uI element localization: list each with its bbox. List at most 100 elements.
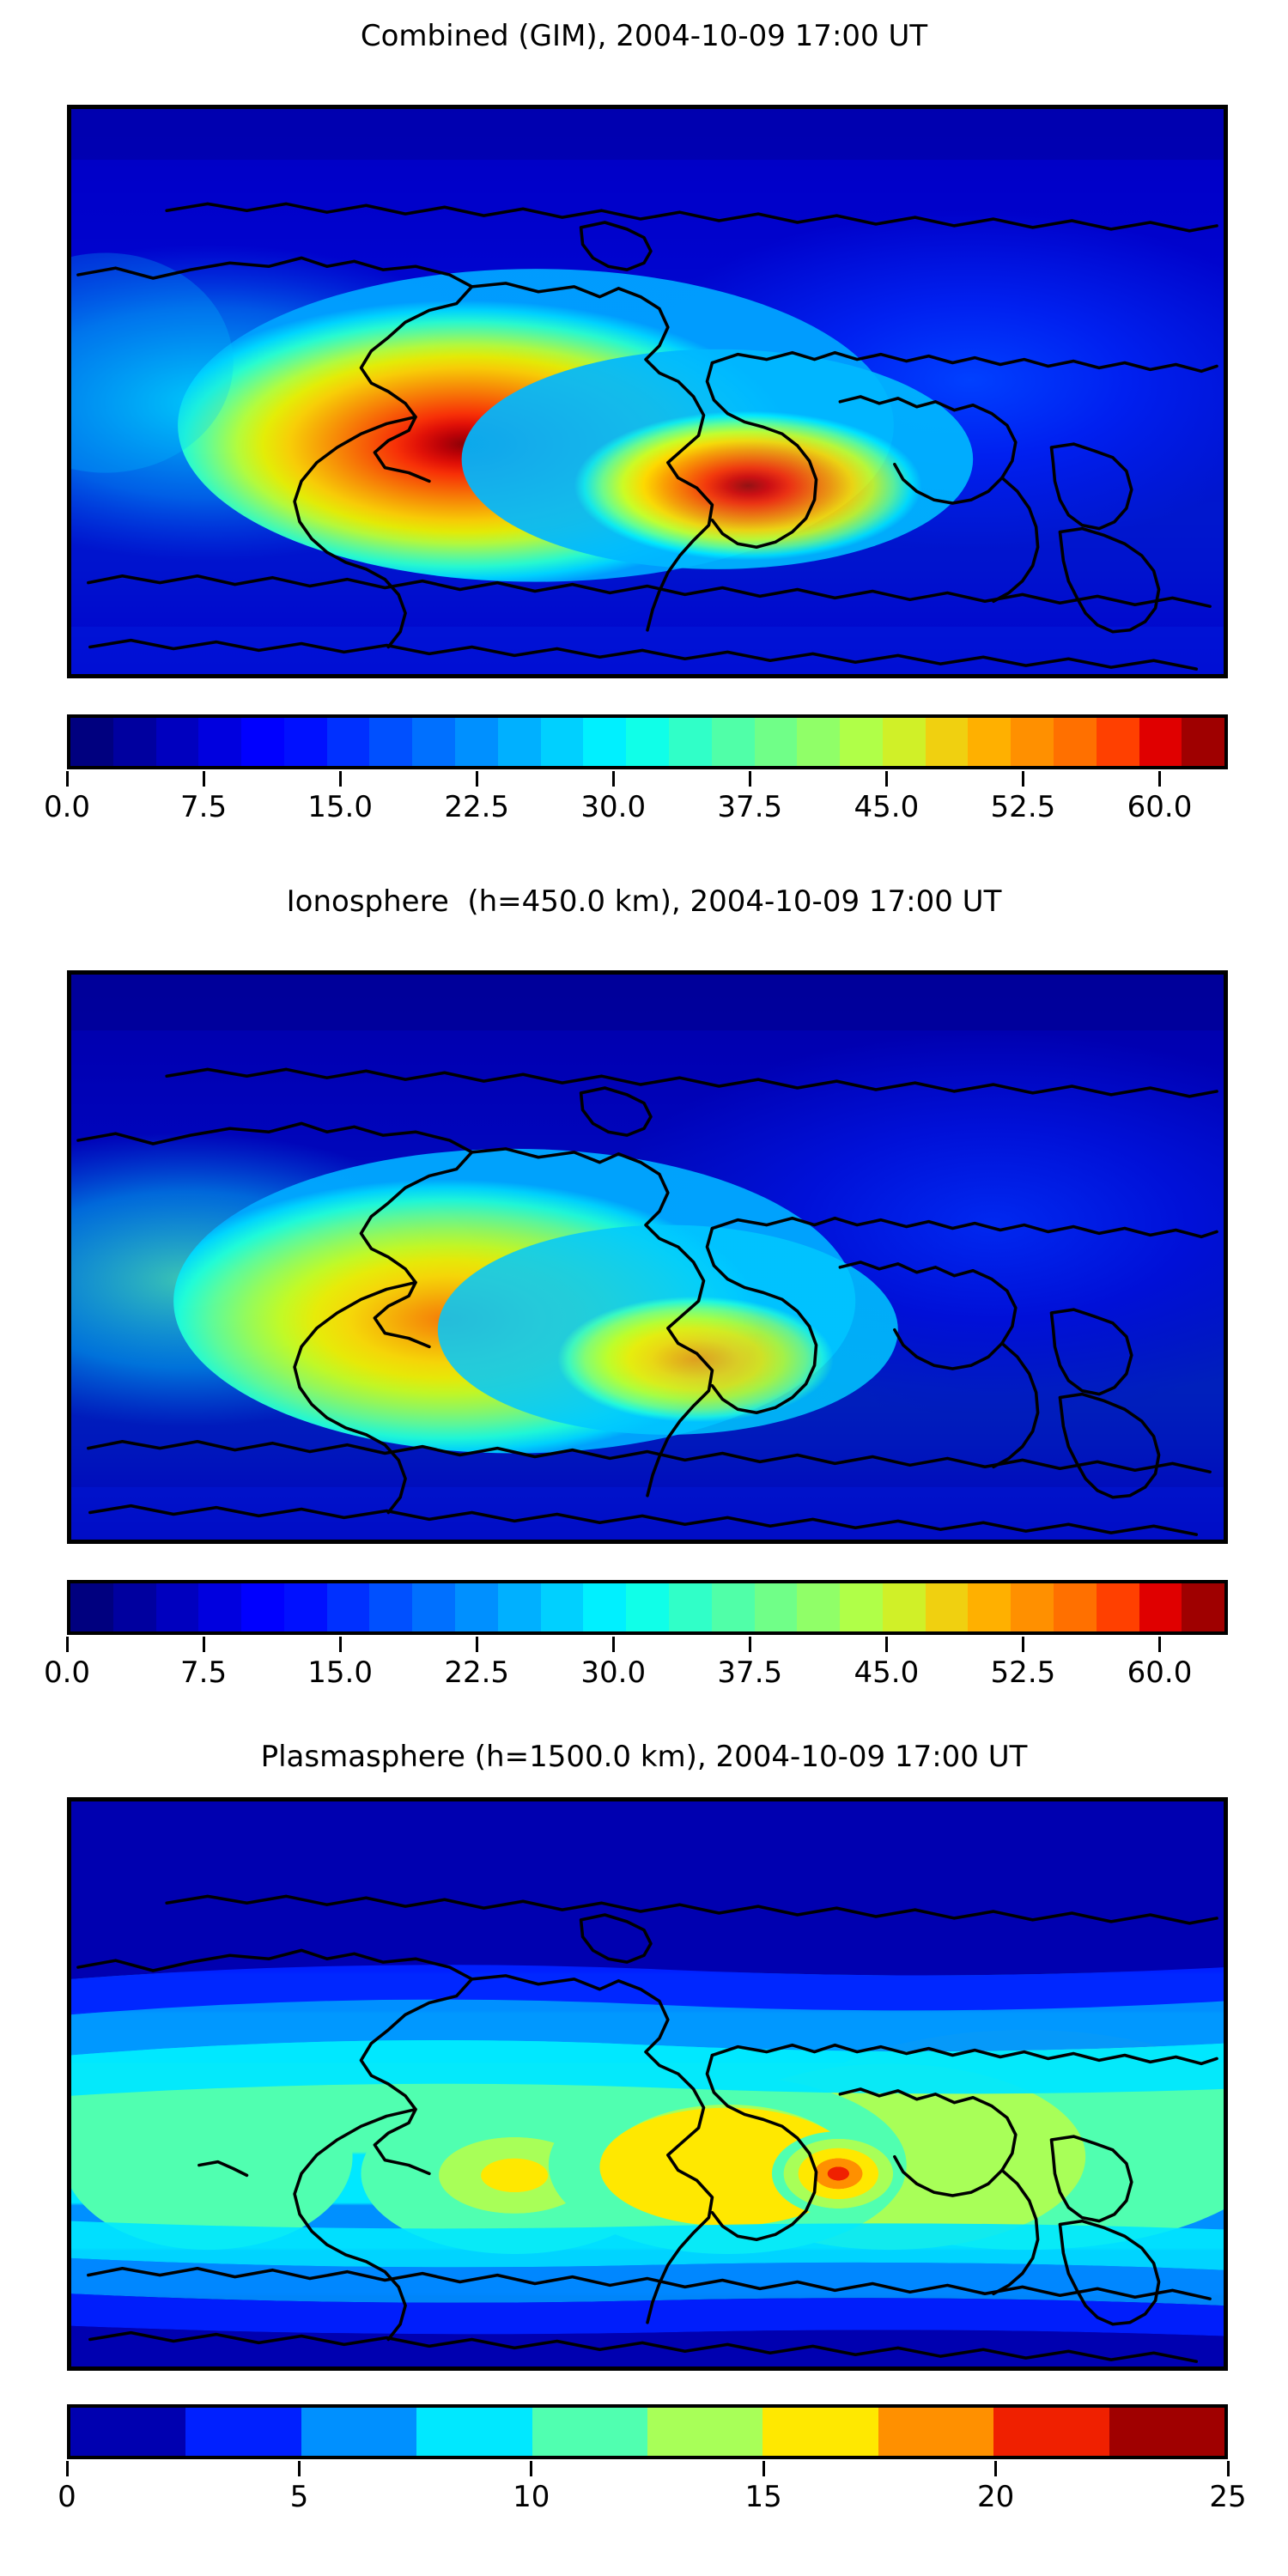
coastlines-plasmasphere <box>76 1894 1218 2363</box>
colorbar-segment <box>754 718 798 766</box>
panel-title-combined: Combined (GIM), 2004-10-09 17:00 UT <box>360 19 928 53</box>
colorbar-tick <box>1157 1637 1161 1652</box>
colorbar-segment <box>711 1583 755 1631</box>
colorbar-segment <box>711 718 755 766</box>
colorbar-tick <box>762 2461 765 2476</box>
colorbar-segment <box>1139 1583 1182 1631</box>
colorbar-tick <box>994 2461 998 2476</box>
colorbar-segment <box>968 1583 1012 1631</box>
colorbar-tick-label: 30.0 <box>580 1656 647 1690</box>
colorbar-segment <box>112 1583 156 1631</box>
panel-ionosphere: Ionosphere (h=450.0 km), 2004-10-09 17:0… <box>0 859 1288 1717</box>
colorbar-segment <box>497 1583 541 1631</box>
colorbar-segment <box>878 2408 994 2456</box>
colorbar-segment <box>840 1583 883 1631</box>
colorbar-tick <box>65 1637 69 1652</box>
tec-west-pacific-lobe <box>71 252 234 473</box>
colorbar-segment <box>540 1583 584 1631</box>
colorbar-segment <box>70 1583 113 1631</box>
colorbar-segment <box>993 2408 1109 2456</box>
map-canvas-plasmasphere <box>71 1801 1224 2366</box>
colorbar-tick-label: 60.0 <box>1127 790 1193 824</box>
colorbar-tick-label: 60.0 <box>1127 1656 1193 1690</box>
colorbar-ticks-ionosphere <box>65 1637 1228 1652</box>
colorbar-segment <box>1011 718 1054 766</box>
tec-crest-secondary <box>461 349 974 569</box>
colorbar-combined <box>67 714 1228 769</box>
colorbar-tick-label: 0.0 <box>43 1656 91 1690</box>
colorbar-tick-label: 45.0 <box>854 790 920 824</box>
colorbar-tick <box>338 1637 342 1652</box>
colorbar-segment <box>626 718 669 766</box>
colorbar-segment <box>1182 718 1224 766</box>
colorbar-segment <box>925 718 969 766</box>
colorbar-segment <box>198 1583 242 1631</box>
colorbar-segment <box>155 1583 199 1631</box>
colorbar-tick-label: 15.0 <box>307 790 373 824</box>
colorbar-segment <box>797 718 841 766</box>
coastlines-combined <box>76 202 1218 671</box>
colorbar-segment <box>968 718 1012 766</box>
colorbar-segment <box>647 2408 763 2456</box>
colorbar-tick-label: 22.5 <box>444 790 510 824</box>
colorbar-segment <box>1053 718 1097 766</box>
colorbar-tick <box>475 1637 478 1652</box>
colorbar-segment <box>455 718 498 766</box>
tec-north-cyan-band <box>71 2039 1224 2096</box>
colorbar-segment <box>70 2408 186 2456</box>
colorbar-tick <box>202 1637 205 1652</box>
colorbar-segment <box>283 1583 327 1631</box>
tec-north-polar-cap <box>71 109 1224 161</box>
colorbar-tick <box>1226 2461 1230 2476</box>
colorbar-segment <box>1053 1583 1097 1631</box>
colorbar-segment <box>412 718 456 766</box>
colorbar-tick <box>1021 1637 1024 1652</box>
colorbar-tick <box>297 2461 301 2476</box>
tec-north-polar-cap <box>71 1801 1224 1979</box>
colorbar-segment <box>540 718 584 766</box>
colorbar-tick-label: 15.0 <box>307 1656 373 1690</box>
colorbar-segment <box>1096 718 1139 766</box>
colorbar-segment <box>185 2408 301 2456</box>
map-canvas-ionosphere <box>71 975 1224 1540</box>
colorbar-tick-label: 37.5 <box>717 1656 783 1690</box>
colorbar-tick-label: 20 <box>976 2480 1015 2514</box>
panel-title-ionosphere: Ionosphere (h=450.0 km), 2004-10-09 17:0… <box>286 884 1002 919</box>
map-ionosphere-450 <box>67 970 1228 1544</box>
colorbar-tick <box>611 1637 615 1652</box>
colorbar-segment <box>1011 1583 1054 1631</box>
panel-title-plasmasphere: Plasmasphere (h=1500.0 km), 2004-10-09 1… <box>260 1740 1028 1774</box>
colorbar-tick-label: 52.5 <box>990 790 1056 824</box>
colorbar-segment <box>326 1583 370 1631</box>
colorbar-segment <box>1139 718 1182 766</box>
colorbar-labels-ionosphere: 0.0 7.5 15.0 22.5 30.0 37.5 45.0 52.5 60.0 <box>0 1656 1288 1695</box>
colorbar-segment <box>797 1583 841 1631</box>
colorbar-segment <box>301 2408 417 2456</box>
colorbar-segment <box>668 1583 712 1631</box>
colorbar-tick-label: 0 <box>58 2480 76 2514</box>
colorbar-segment <box>70 718 113 766</box>
colorbar-tick <box>1157 771 1161 787</box>
colorbar-segment <box>762 2408 878 2456</box>
colorbar-tick-label: 10 <box>513 2480 550 2514</box>
colorbar-tick-label: 37.5 <box>717 790 783 824</box>
panel-combined-gim: Combined (GIM), 2004-10-09 17:00 UT <box>0 0 1288 859</box>
colorbar-tick-label: 5 <box>289 2480 309 2514</box>
colorbar-segment <box>283 718 327 766</box>
colorbar-tick <box>884 1637 888 1652</box>
colorbar-segment <box>1182 1583 1224 1631</box>
colorbar-segment <box>497 718 541 766</box>
colorbar-segment <box>583 1583 627 1631</box>
colorbar-segment <box>1096 1583 1139 1631</box>
colorbar-segment <box>532 2408 648 2456</box>
colorbar-plasmasphere <box>67 2404 1228 2459</box>
tec-pacific-plateau <box>71 2063 353 2251</box>
colorbar-tick <box>748 771 751 787</box>
colorbar-tick-label: 0.0 <box>43 790 91 824</box>
map-plasmasphere-1500 <box>67 1797 1228 2371</box>
colorbar-segment <box>369 718 413 766</box>
colorbar-tick <box>338 771 342 787</box>
coastlines-ionosphere <box>76 1067 1218 1536</box>
colorbar-segment <box>882 718 926 766</box>
colorbar-segment <box>369 1583 413 1631</box>
